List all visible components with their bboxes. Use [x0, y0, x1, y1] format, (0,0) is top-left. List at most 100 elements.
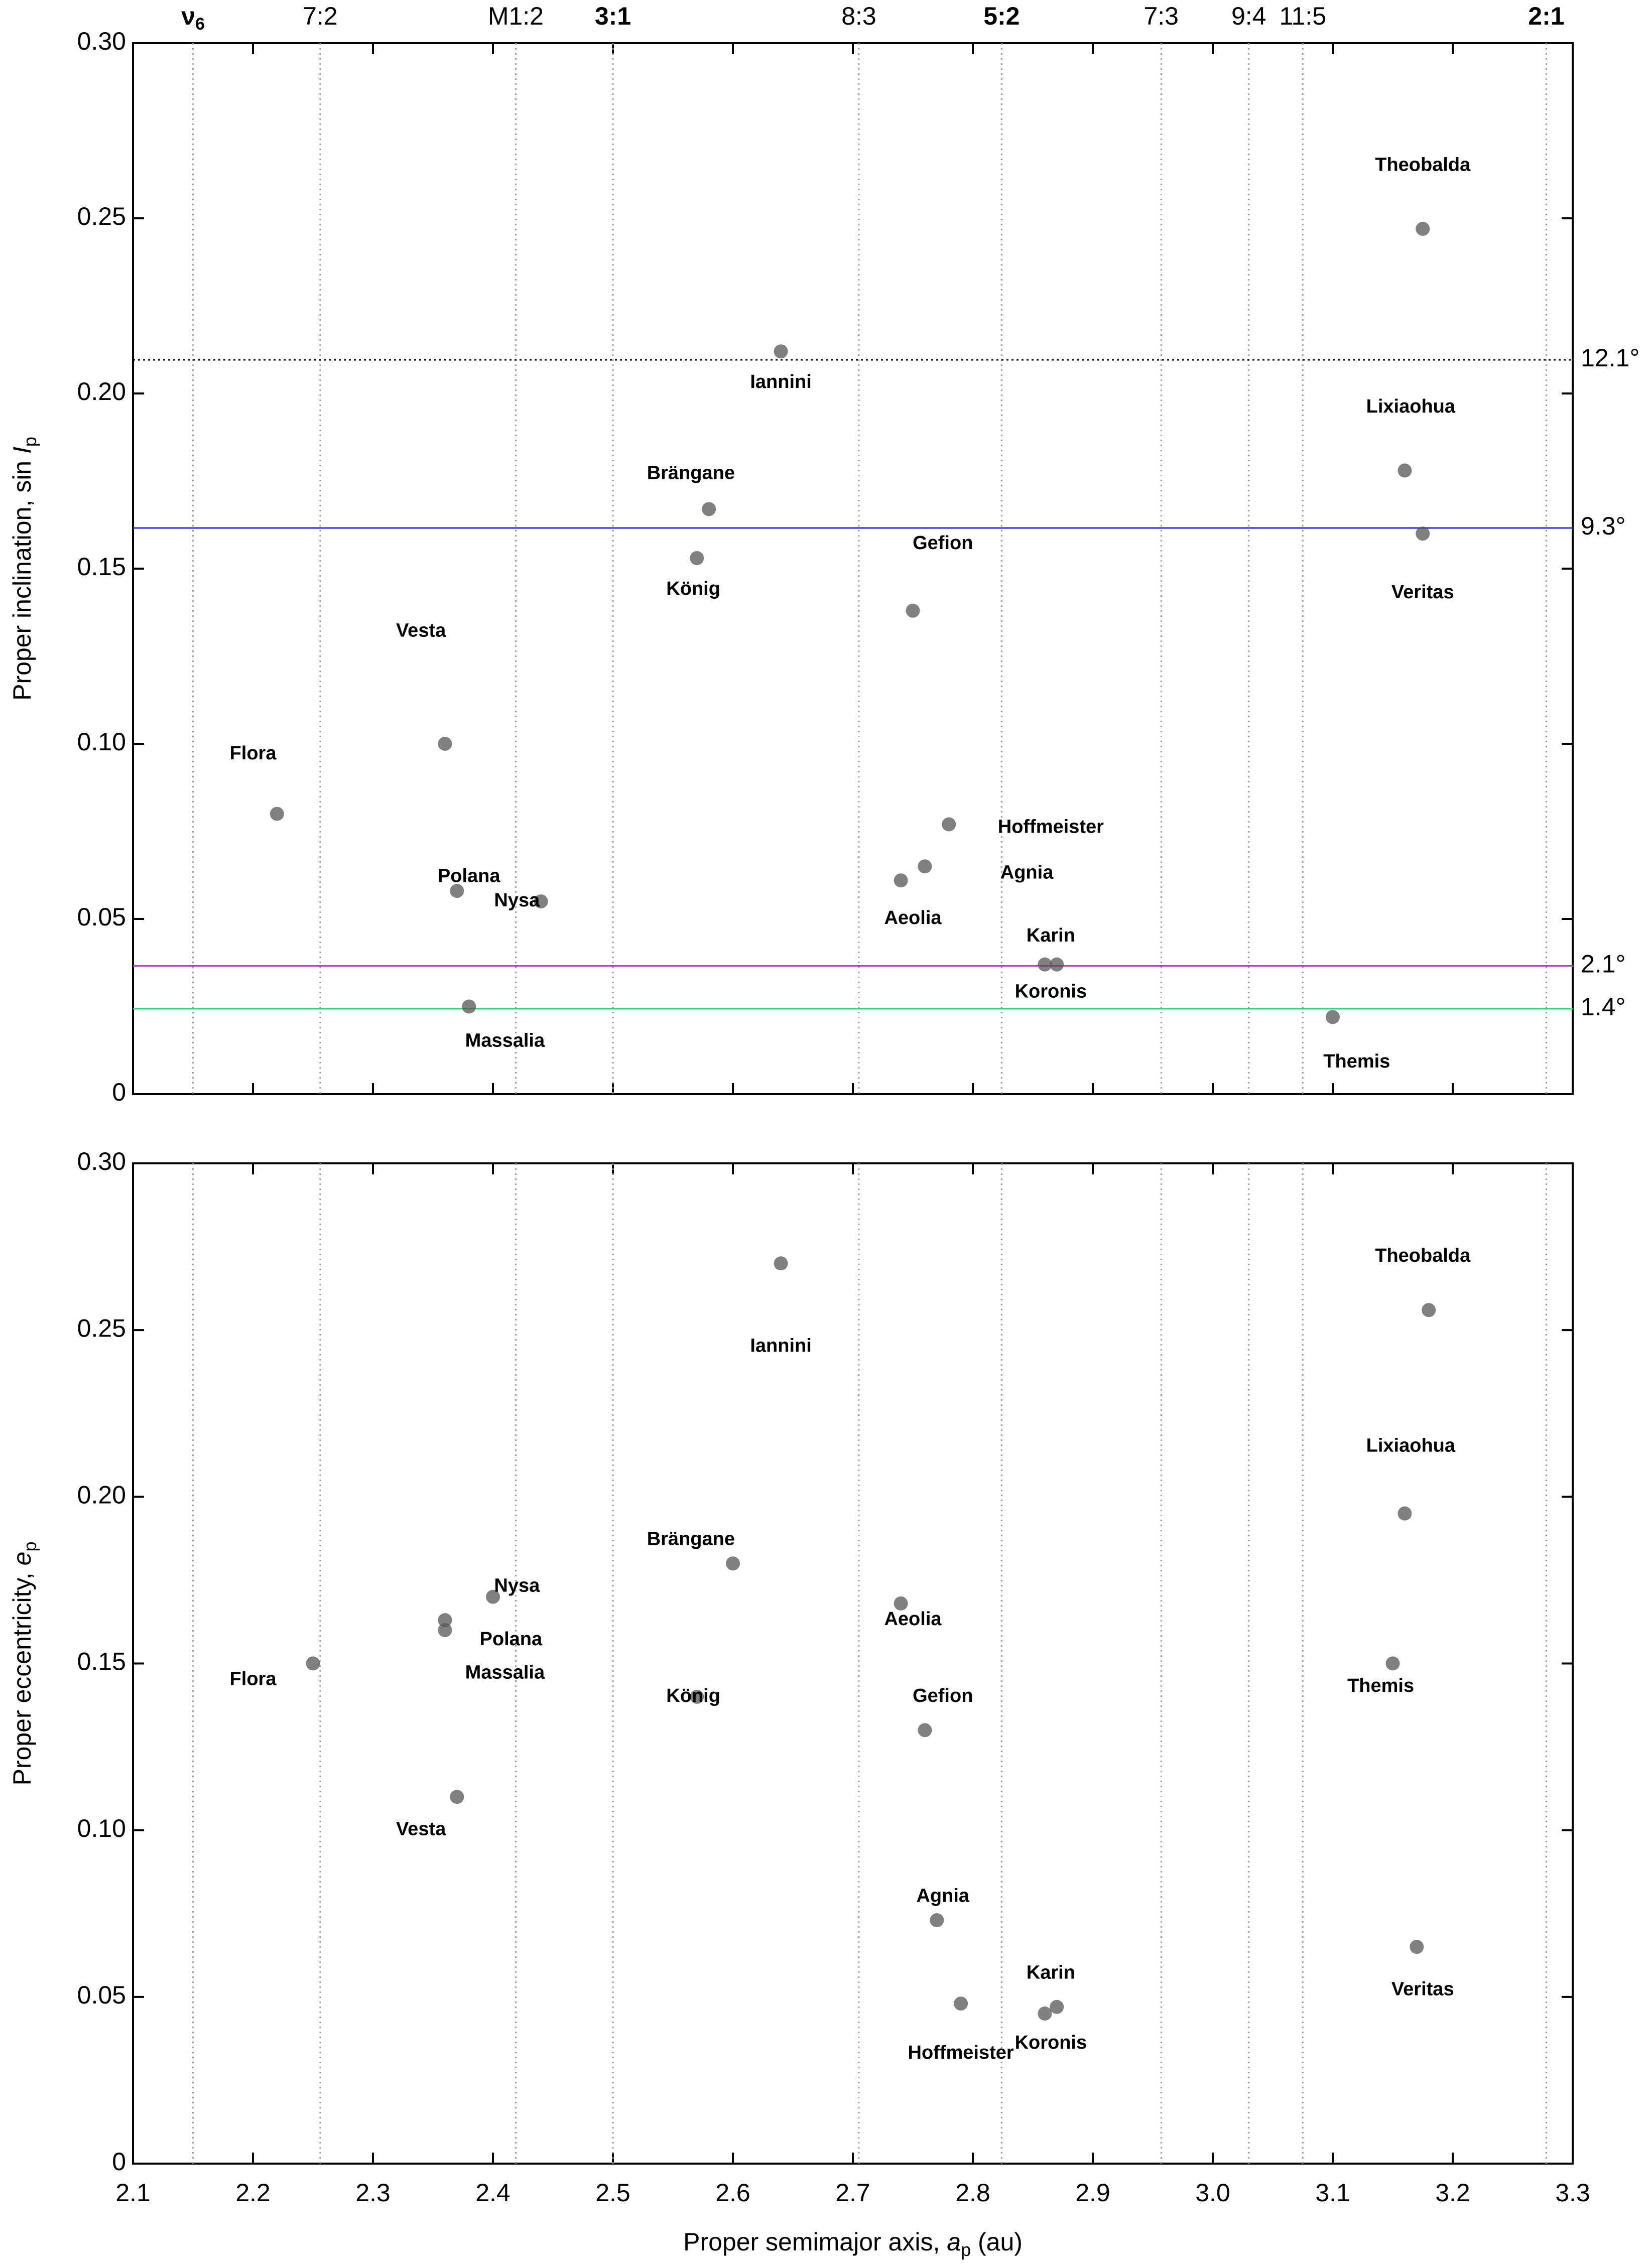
resonance-label: 8:3 [841, 2, 876, 30]
family-point [954, 1996, 968, 2011]
reference-label: 1.4° [1581, 993, 1626, 1021]
resonance-label: 7:3 [1144, 2, 1179, 30]
x-axis-title: Proper semimajor axis, ap (au) [683, 2228, 1023, 2259]
y-tick-label: 0.15 [77, 1648, 126, 1676]
family-point [894, 1596, 908, 1611]
family-label: Koronis [1015, 981, 1087, 1002]
resonance-label-sub: 6 [195, 15, 205, 34]
y-axis-title-sub: p [20, 1542, 40, 1552]
resonance-label: 11:5 [1279, 2, 1326, 30]
family-point [486, 1589, 500, 1604]
family-label: Polana [438, 865, 500, 886]
y-axis-title-var: e [8, 1552, 36, 1566]
family-point [438, 737, 452, 751]
resonance-label: 9:4 [1231, 2, 1266, 30]
family-point [1038, 957, 1052, 972]
family-point [1416, 221, 1430, 236]
family-label: Theobalda [1375, 154, 1471, 175]
family-point [1050, 1999, 1064, 2014]
resonance-label-text: 7:3 [1144, 2, 1179, 30]
family-point [1398, 1506, 1412, 1521]
family-label: König [666, 1685, 720, 1706]
family-point [1422, 1303, 1436, 1317]
family-point [774, 344, 788, 359]
family-label: Nysa [494, 890, 540, 911]
family-label: Karin [1027, 925, 1075, 946]
resonance-label-text: 7:2 [303, 2, 338, 30]
y-axis-title-sub: p [20, 437, 40, 447]
family-label: Flora [230, 1669, 277, 1690]
y-tick-label: 0.30 [77, 1147, 126, 1175]
family-point [930, 1913, 944, 1928]
family-point [726, 1556, 740, 1571]
family-point [306, 1656, 320, 1671]
y-tick-label: 0 [112, 2148, 126, 2176]
family-label: Flora [230, 743, 277, 764]
y-tick-label: 0.05 [77, 1981, 126, 2009]
resonance-label: M1:2 [488, 2, 544, 30]
y-tick-label: 0.10 [77, 1814, 126, 1842]
family-point [438, 1623, 452, 1638]
y-axis-title-text: Proper inclination, sin [8, 454, 36, 701]
family-label: Hoffmeister [998, 817, 1104, 838]
reference-label: 2.1° [1581, 950, 1626, 978]
family-label: Vesta [396, 620, 446, 641]
family-point [462, 999, 476, 1014]
y-tick-label: 0.05 [77, 903, 126, 931]
family-label: Iannini [750, 1335, 811, 1356]
family-point [450, 884, 464, 898]
family-label: Hoffmeister [908, 2042, 1014, 2063]
family-label: Theobalda [1375, 1245, 1471, 1266]
family-label: Koronis [1015, 2032, 1087, 2053]
family-label: Brängane [647, 463, 735, 484]
x-tick-label: 3.0 [1195, 2179, 1230, 2207]
x-tick-label: 2.6 [715, 2179, 750, 2207]
family-point [1326, 1010, 1340, 1024]
family-label: Lixiaohua [1366, 1435, 1456, 1456]
family-point [1385, 1656, 1400, 1671]
resonance-label-text: 8:3 [841, 2, 876, 30]
family-point [438, 1613, 452, 1628]
y-tick-label: 0.20 [77, 1481, 126, 1509]
x-tick-label: 3.1 [1315, 2179, 1350, 2207]
y-tick-label: 0.30 [77, 27, 126, 55]
y-axis-title: Proper eccentricity, ep [8, 1542, 40, 1786]
family-label: Aeolia [884, 907, 942, 928]
resonance-label: 2:1 [1528, 2, 1564, 30]
family-point [906, 603, 920, 618]
family-label: Massalia [465, 1030, 545, 1051]
family-label: Karin [1027, 1962, 1075, 1983]
x-tick-label: 3.2 [1435, 2179, 1470, 2207]
family-point [534, 894, 548, 909]
x-tick-label: 2.9 [1075, 2179, 1110, 2207]
family-label: Agnia [916, 1886, 969, 1907]
x-tick-label: 2.4 [475, 2179, 511, 2207]
resonance-label: 7:2 [303, 2, 338, 30]
resonance-label: 3:1 [595, 2, 631, 30]
resonance-label: 5:2 [983, 2, 1020, 30]
resonance-label-text: 5:2 [983, 2, 1020, 30]
family-label: Agnia [1000, 862, 1054, 883]
x-axis-title-unit: (au) [971, 2228, 1023, 2256]
y-tick-label: 0.15 [77, 553, 126, 581]
family-point [1038, 2007, 1052, 2021]
resonance-label-text: 2:1 [1528, 2, 1564, 30]
x-axis-title-var: a [947, 2228, 961, 2256]
family-point [1398, 463, 1412, 478]
family-label: Aeolia [884, 1609, 942, 1630]
y-axis-title-text: Proper eccentricity, [8, 1565, 36, 1785]
family-point [690, 1689, 704, 1704]
family-label: Nysa [494, 1575, 540, 1596]
family-point [942, 817, 956, 832]
family-point [918, 1723, 932, 1738]
family-point [690, 551, 704, 566]
x-tick-label: 2.7 [835, 2179, 870, 2207]
x-tick-label: 2.5 [595, 2179, 630, 2207]
resonance-label-text: 9:4 [1231, 2, 1266, 30]
family-label: Lixiaohua [1366, 396, 1456, 417]
y-axis-title-var: I [8, 447, 36, 454]
family-label: Themis [1347, 1675, 1414, 1696]
y-tick-label: 0.25 [77, 1314, 126, 1342]
